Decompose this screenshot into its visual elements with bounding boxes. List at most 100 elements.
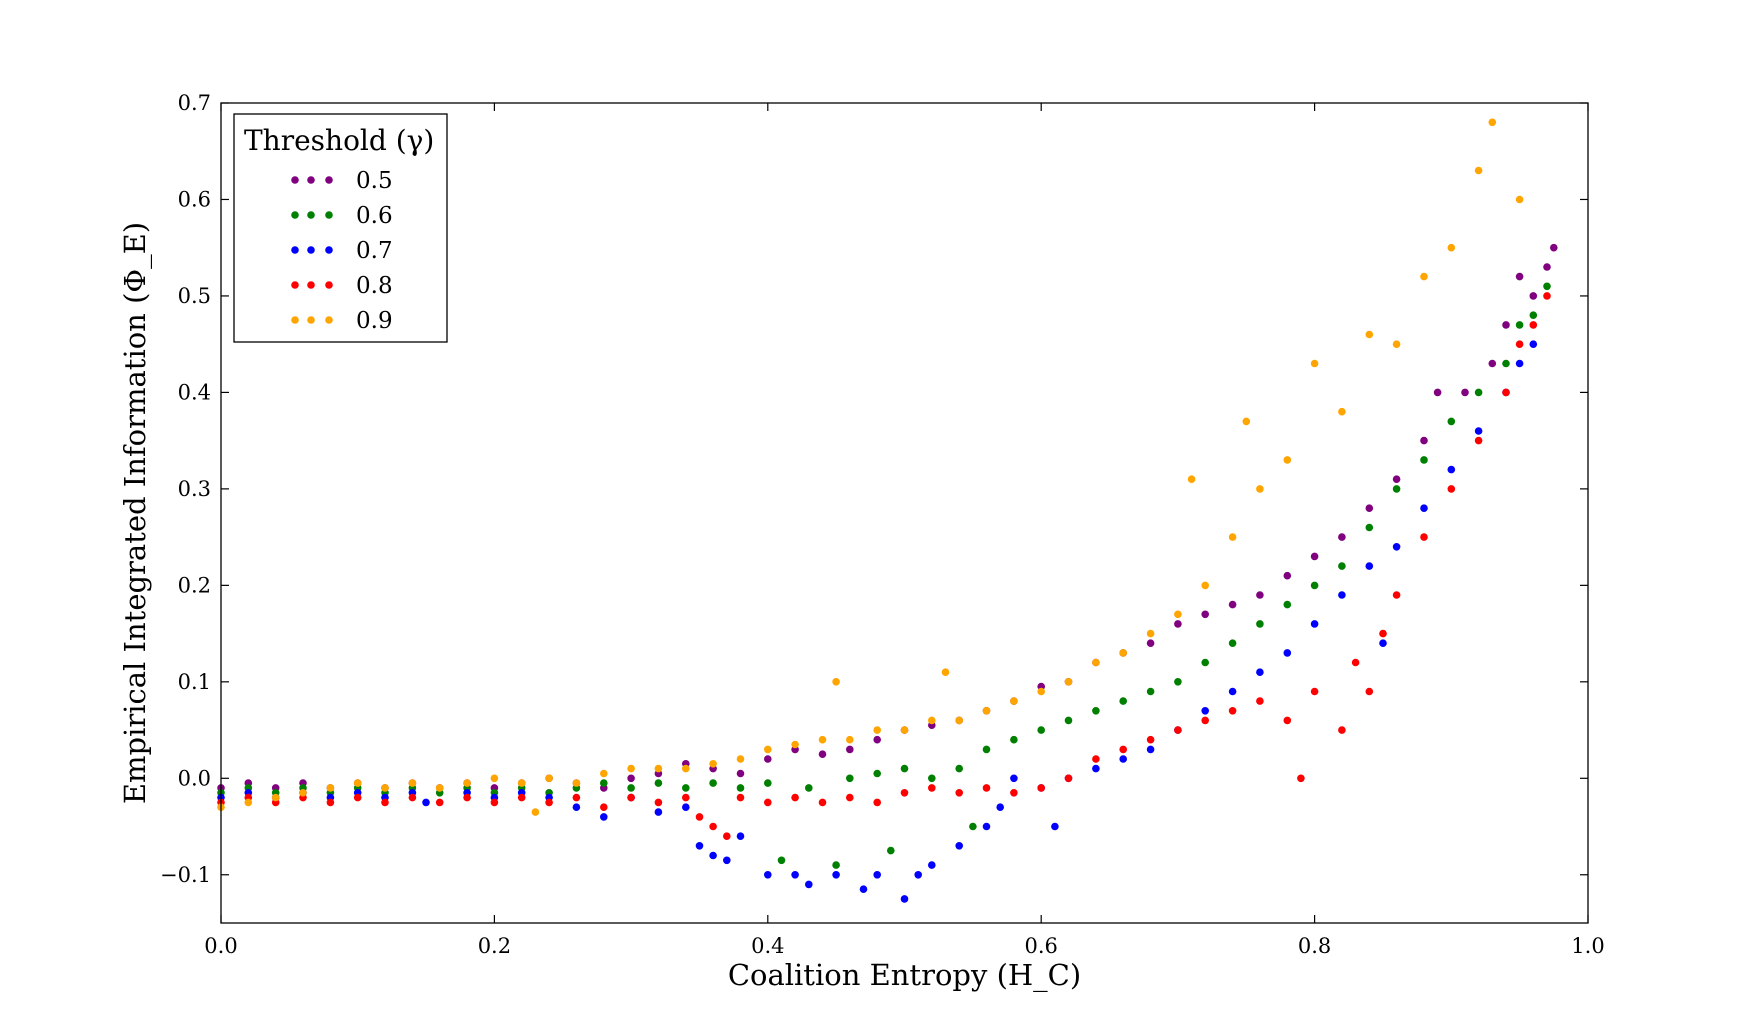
data-point bbox=[654, 764, 663, 773]
data-point bbox=[1529, 340, 1538, 349]
y-tick-label: 0.7 bbox=[178, 91, 211, 115]
data-point bbox=[572, 803, 581, 811]
data-point bbox=[1488, 359, 1497, 368]
data-point bbox=[1392, 485, 1401, 493]
data-point bbox=[709, 851, 717, 860]
data-point bbox=[1515, 359, 1524, 368]
y-tick-label: 0.2 bbox=[178, 573, 211, 597]
data-point bbox=[1543, 282, 1551, 291]
data-point bbox=[1420, 272, 1428, 281]
data-point bbox=[271, 793, 280, 802]
data-point bbox=[1488, 118, 1497, 127]
data-point bbox=[873, 769, 881, 778]
legend-marker bbox=[325, 316, 333, 324]
legend-marker bbox=[325, 246, 333, 254]
data-point bbox=[1037, 784, 1045, 792]
data-point bbox=[955, 789, 963, 797]
data-point bbox=[1529, 311, 1538, 320]
data-point bbox=[1283, 716, 1292, 725]
data-point bbox=[572, 793, 581, 802]
data-point bbox=[846, 745, 854, 754]
data-point bbox=[1064, 716, 1073, 725]
series-0.6 bbox=[217, 282, 1551, 869]
data-point bbox=[1379, 629, 1387, 638]
data-point bbox=[1297, 774, 1305, 783]
legend-label: 0.9 bbox=[356, 308, 393, 334]
data-point bbox=[1228, 707, 1237, 715]
data-point bbox=[764, 798, 772, 807]
data-point bbox=[941, 668, 950, 676]
data-point bbox=[600, 779, 608, 787]
data-point bbox=[627, 784, 635, 792]
data-point bbox=[1392, 475, 1401, 484]
data-point bbox=[764, 871, 772, 879]
data-point bbox=[982, 707, 991, 715]
data-point bbox=[1146, 629, 1155, 638]
data-point bbox=[1010, 789, 1018, 797]
data-point bbox=[736, 793, 745, 802]
data-point bbox=[1338, 591, 1346, 599]
data-point bbox=[463, 779, 471, 787]
data-point bbox=[435, 784, 444, 792]
legend-entry-0.6: 0.6 bbox=[291, 203, 393, 229]
data-point bbox=[1447, 465, 1456, 474]
legend-marker bbox=[325, 211, 333, 219]
data-point bbox=[777, 856, 786, 865]
data-point bbox=[1283, 456, 1292, 464]
legend-marker bbox=[291, 246, 299, 254]
data-point bbox=[422, 798, 430, 807]
data-point bbox=[1474, 388, 1483, 397]
data-point bbox=[791, 740, 799, 749]
data-point bbox=[1146, 745, 1155, 754]
x-tick-label: 0.6 bbox=[1024, 934, 1057, 958]
data-point bbox=[545, 774, 553, 783]
data-point bbox=[326, 798, 335, 807]
y-tick-label: 0.3 bbox=[178, 477, 211, 501]
data-point bbox=[572, 779, 581, 787]
data-point bbox=[1256, 620, 1264, 628]
data-point bbox=[654, 808, 663, 816]
data-point bbox=[1119, 745, 1127, 754]
data-point bbox=[1228, 687, 1237, 696]
data-point bbox=[695, 813, 704, 821]
data-point bbox=[1010, 774, 1018, 783]
data-point bbox=[887, 846, 895, 855]
data-point bbox=[818, 735, 827, 744]
data-point bbox=[627, 793, 635, 802]
data-point bbox=[490, 798, 499, 807]
data-point bbox=[326, 784, 335, 792]
data-point bbox=[859, 885, 868, 893]
legend-label: 0.7 bbox=[356, 238, 393, 264]
data-point bbox=[1365, 523, 1374, 532]
data-point bbox=[1351, 658, 1360, 667]
data-point bbox=[955, 764, 963, 773]
data-point bbox=[353, 779, 362, 787]
data-point bbox=[1256, 485, 1264, 493]
data-point bbox=[1420, 533, 1428, 541]
data-point bbox=[791, 871, 799, 879]
data-point bbox=[682, 764, 690, 773]
data-point bbox=[1119, 649, 1127, 657]
data-point bbox=[695, 842, 704, 850]
data-point bbox=[709, 822, 717, 831]
y-tick-label: 0.4 bbox=[178, 380, 211, 404]
data-point bbox=[982, 784, 991, 792]
data-point bbox=[873, 726, 881, 734]
data-point bbox=[1379, 639, 1387, 647]
data-point bbox=[832, 678, 840, 686]
data-point bbox=[1420, 436, 1428, 445]
plot-area-frame bbox=[220, 102, 1589, 924]
data-point bbox=[1256, 591, 1264, 599]
legend-box bbox=[233, 113, 448, 343]
data-point bbox=[1502, 388, 1510, 397]
data-point bbox=[1543, 292, 1551, 300]
data-point bbox=[900, 764, 909, 773]
series-0.8 bbox=[217, 292, 1551, 840]
data-point bbox=[900, 726, 909, 734]
legend-label: 0.6 bbox=[356, 203, 393, 229]
data-point bbox=[299, 789, 307, 797]
data-point bbox=[463, 793, 471, 802]
data-point bbox=[1037, 687, 1045, 696]
data-point bbox=[832, 861, 840, 869]
data-point bbox=[805, 784, 813, 792]
